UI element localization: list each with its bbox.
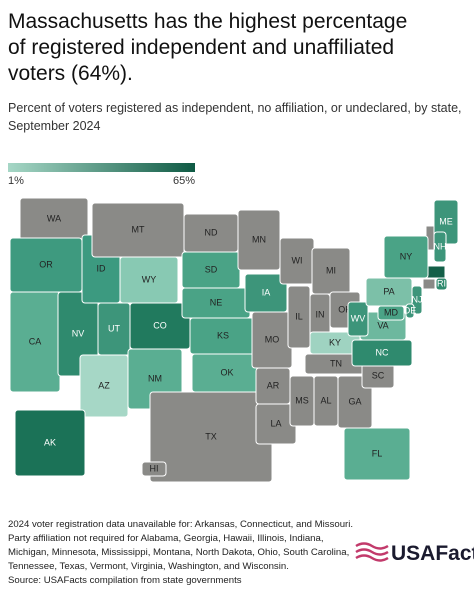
state-label: ID bbox=[97, 263, 107, 273]
state-label: RI bbox=[437, 278, 446, 288]
state-label: AR bbox=[267, 380, 280, 390]
state-shape bbox=[405, 303, 415, 319]
state-label: SD bbox=[205, 264, 218, 274]
note-line: Tennessee, Texas, Vermont, Virginia, Was… bbox=[8, 561, 289, 572]
state-label: TX bbox=[205, 431, 217, 441]
legend-min: 1% bbox=[8, 175, 24, 187]
state-label: IL bbox=[295, 311, 303, 321]
note-line: Source: USAFacts compilation from state … bbox=[8, 575, 242, 586]
note-line: Michigan, Minnesota, Mississippi, Montan… bbox=[8, 547, 349, 558]
state-label: OK bbox=[220, 367, 233, 377]
state-label: KY bbox=[329, 337, 341, 347]
state-label: WA bbox=[47, 213, 61, 223]
title-line: Massachusetts has the highest percentage bbox=[8, 10, 407, 33]
state-shape bbox=[347, 301, 369, 337]
subtitle-line: September 2024 bbox=[8, 119, 100, 133]
state-label: MO bbox=[265, 334, 280, 344]
state-shape bbox=[377, 305, 405, 321]
title-line: voters (64%). bbox=[8, 62, 133, 85]
state-label: NJ bbox=[412, 294, 423, 304]
state-shape bbox=[343, 427, 411, 481]
note-line: 2024 voter registration data unavailable… bbox=[8, 519, 353, 530]
state-label: NY bbox=[400, 251, 413, 261]
note-line: Party affiliation not required for Alaba… bbox=[8, 533, 324, 544]
state-shape bbox=[14, 409, 86, 477]
state-label: MS bbox=[295, 395, 309, 405]
state-shape bbox=[435, 277, 448, 291]
state-label: WI bbox=[292, 255, 303, 265]
state-label: LA bbox=[270, 418, 281, 428]
state-label: MN bbox=[252, 234, 266, 244]
state-label: NM bbox=[148, 373, 162, 383]
state-label: NC bbox=[376, 347, 389, 357]
state-label: DE bbox=[404, 305, 417, 315]
map: WA OR CA NV ID MT WY UT AZ CO NM ND SD NE KS OK TX MN IA MO… bbox=[9, 197, 459, 483]
state-label: ME bbox=[439, 216, 453, 226]
logo-icon bbox=[355, 542, 389, 562]
state-label: HI bbox=[150, 463, 159, 473]
state-shape bbox=[433, 231, 447, 263]
state-label: AK bbox=[44, 437, 56, 447]
state-shape bbox=[422, 278, 436, 290]
state-label: SC bbox=[372, 370, 385, 380]
state-label: IN bbox=[316, 309, 325, 319]
state-label: NV bbox=[72, 328, 85, 338]
state-shape bbox=[141, 461, 167, 477]
state-label: CO bbox=[153, 320, 167, 330]
state-label: ND bbox=[205, 227, 218, 237]
state-label: OH bbox=[338, 304, 352, 314]
state-label: AZ bbox=[98, 380, 110, 390]
state-label: GA bbox=[348, 396, 361, 406]
state-label: CA bbox=[29, 336, 42, 346]
state-label: FL bbox=[372, 448, 383, 458]
state-shape bbox=[383, 235, 429, 279]
state-label: WV bbox=[351, 313, 366, 323]
state-label: UT bbox=[108, 323, 120, 333]
state-label: OR bbox=[39, 259, 53, 269]
title-line: of registered independent and unaffiliat… bbox=[8, 36, 394, 59]
state-label: WY bbox=[142, 274, 157, 284]
logo: USAFacts bbox=[391, 542, 474, 565]
state-label: KS bbox=[217, 330, 229, 340]
state-label: MT bbox=[132, 224, 145, 234]
state-label: NE bbox=[210, 297, 223, 307]
state-label: MD bbox=[384, 307, 398, 317]
subtitle-line: Percent of voters registered as independ… bbox=[8, 101, 462, 115]
legend-bar bbox=[8, 163, 195, 172]
state-label: MI bbox=[326, 265, 336, 275]
legend-max: 65% bbox=[173, 175, 195, 187]
state-label: AL bbox=[320, 395, 331, 405]
state-label: PA bbox=[383, 286, 394, 296]
state-label: VA bbox=[377, 320, 388, 330]
state-label: NH bbox=[434, 241, 447, 251]
state-label: IA bbox=[262, 287, 271, 297]
state-label: TN bbox=[330, 358, 342, 368]
